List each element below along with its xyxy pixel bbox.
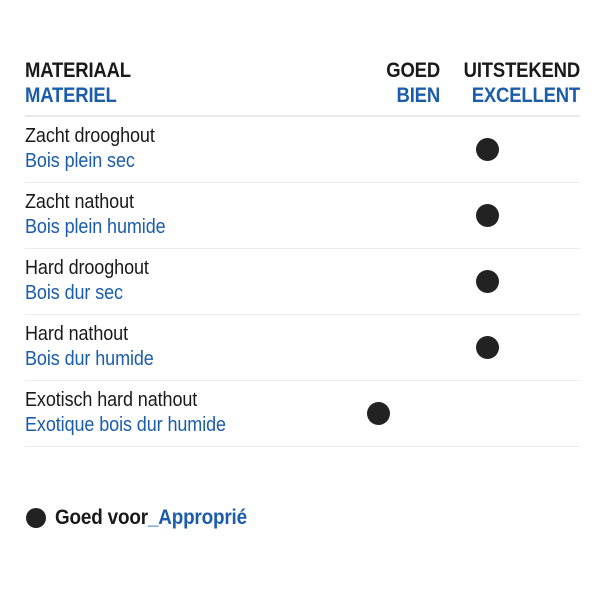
filled-circle-icon: [476, 137, 499, 161]
rating-goed-cell: [345, 182, 440, 249]
filled-circle-icon: [26, 508, 46, 528]
material-label-fr: Exotique bois dur humide: [25, 414, 226, 436]
material-label-nl: Zacht drooghout: [25, 125, 155, 147]
material-cell: Exotisch hard nathout Exotique bois dur …: [25, 380, 345, 447]
header-row: MATERIAAL MATERIEL GOED BIEN UITSTEKEND …: [25, 58, 581, 117]
material-cell: Zacht drooghout Bois plein sec: [25, 116, 345, 183]
legend-label-fr: Approprié: [158, 506, 247, 529]
filled-circle-icon: [367, 401, 390, 425]
material-label-nl: Exotisch hard nathout: [25, 389, 198, 411]
rating-uitstekend-cell: [440, 116, 580, 183]
material-cell: Hard nathout Bois dur humide: [25, 314, 345, 381]
material-label-fr: Bois dur sec: [25, 282, 123, 304]
legend-label-separator: _: [147, 506, 159, 529]
rating-goed-cell: [345, 314, 440, 381]
legend-label-nl: Goed voor: [55, 506, 148, 529]
material-label-nl: Hard drooghout: [25, 257, 149, 279]
column-header-goed-nl: GOED: [386, 59, 440, 82]
rating-goed-cell: [345, 380, 440, 447]
material-cell: Hard drooghout Bois dur sec: [25, 248, 345, 315]
column-header-material-nl: MATERIAAL: [25, 59, 131, 82]
material-label-fr: Bois dur humide: [25, 348, 154, 370]
rating-uitstekend-cell: [440, 248, 580, 315]
material-label-nl: Hard nathout: [25, 323, 128, 345]
filled-circle-icon: [476, 203, 499, 227]
rating-goed-cell: [345, 116, 440, 183]
column-header-uitstekend-nl: UITSTEKEND: [463, 59, 581, 82]
column-header-goed: GOED BIEN: [345, 58, 441, 117]
rating-goed-cell: [345, 248, 440, 315]
material-label-fr: Bois plein humide: [25, 216, 166, 238]
table-row: Zacht drooghout Bois plein sec: [25, 116, 580, 183]
table-container: MATERIAAL MATERIEL GOED BIEN UITSTEKEND …: [25, 58, 580, 447]
material-cell: Zacht nathout Bois plein humide: [25, 182, 345, 249]
column-header-uitstekend-fr: EXCELLENT: [471, 84, 580, 107]
column-header-material: MATERIAAL MATERIEL: [25, 58, 345, 117]
table-row: Zacht nathout Bois plein humide: [25, 182, 580, 249]
legend-label: Goed voor_Approprié: [55, 506, 247, 530]
legend: Goed voor_Approprié: [26, 506, 268, 530]
column-header-goed-fr: BIEN: [396, 84, 441, 107]
table-header: MATERIAAL MATERIEL GOED BIEN UITSTEKEND …: [25, 58, 581, 117]
table-row: Exotisch hard nathout Exotique bois dur …: [25, 380, 580, 447]
rating-uitstekend-cell: [440, 314, 580, 381]
column-header-material-fr: MATERIEL: [25, 84, 117, 107]
table-body: Zacht drooghout Bois plein sec Zacht nat…: [25, 116, 580, 447]
filled-circle-icon: [476, 335, 499, 359]
table-row: Hard nathout Bois dur humide: [25, 314, 580, 381]
table-row: Hard drooghout Bois dur sec: [25, 248, 580, 315]
rating-uitstekend-cell: [440, 380, 580, 447]
material-label-nl: Zacht nathout: [25, 191, 134, 213]
rating-uitstekend-cell: [440, 182, 580, 249]
column-header-uitstekend: UITSTEKEND EXCELLENT: [440, 58, 581, 117]
material-label-fr: Bois plein sec: [25, 150, 135, 172]
matrix-table: MATERIAAL MATERIEL GOED BIEN UITSTEKEND …: [25, 58, 580, 447]
filled-circle-icon: [476, 269, 499, 293]
